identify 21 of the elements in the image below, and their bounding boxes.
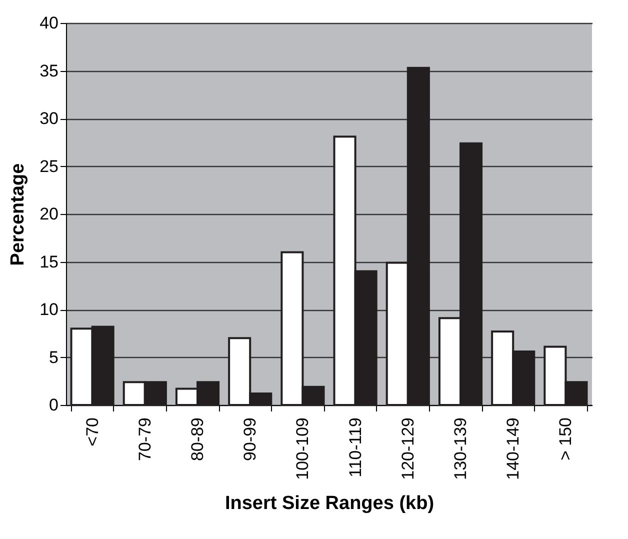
y-tick-label: 5 — [49, 348, 58, 367]
x-axis-title: Insert Size Ranges (kb) — [224, 492, 434, 514]
x-tick-label: 120-129 — [398, 418, 418, 480]
y-tick-label: 0 — [49, 396, 58, 414]
x-tick-label: 130-139 — [451, 418, 470, 480]
x-tick-label: 100-109 — [293, 418, 312, 480]
y-tick-label: 15 — [40, 252, 58, 272]
y-tick-label: 40 — [40, 14, 58, 32]
x-tick-label: 110-119 — [346, 418, 365, 478]
x-tick-label: <70 — [82, 418, 102, 446]
x-tick-label: 80-89 — [188, 418, 207, 461]
x-tick-label: > 150 — [556, 418, 576, 461]
y-tick-label: 30 — [40, 109, 58, 128]
y-tick-label: 20 — [40, 204, 58, 224]
y-tick-label: 25 — [40, 156, 58, 176]
y-tick-label: 35 — [40, 61, 58, 80]
x-tick-label: 70-79 — [135, 418, 154, 461]
x-tick-label: 140-149 — [504, 418, 523, 480]
y-tick-label: 10 — [40, 300, 58, 319]
y-axis-title: Percentage — [8, 163, 29, 266]
x-tick-label: 90-99 — [240, 418, 260, 461]
